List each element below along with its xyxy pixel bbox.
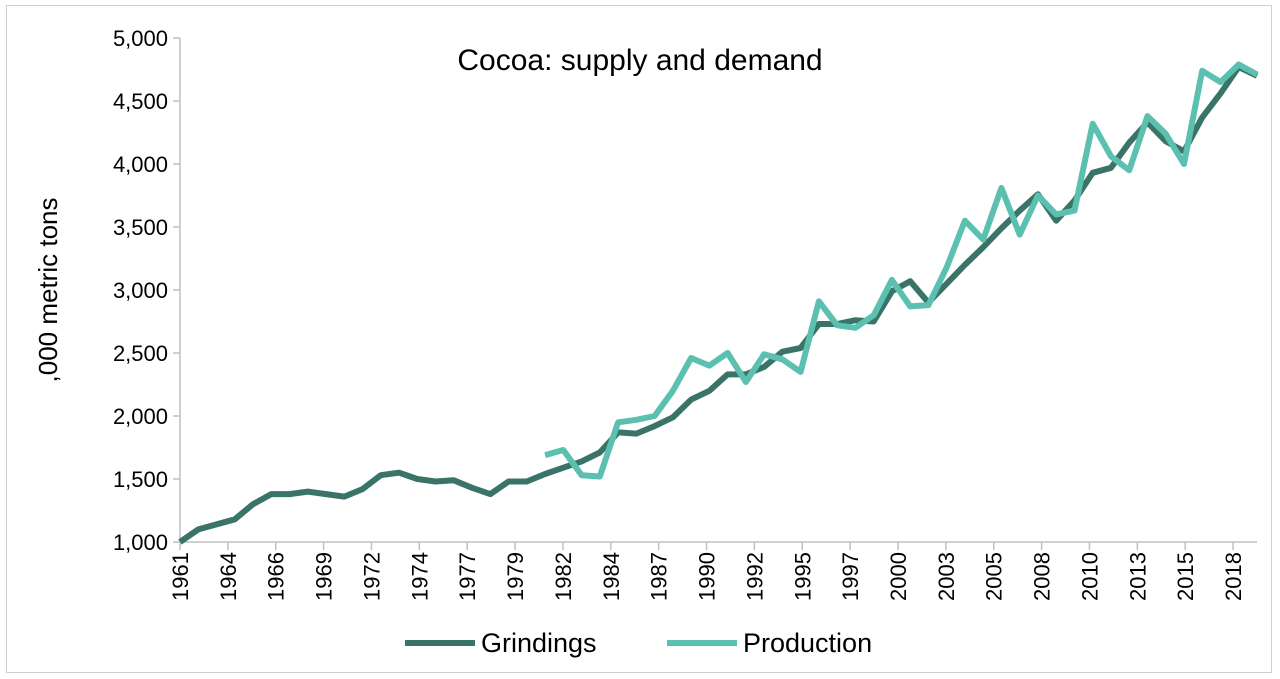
x-axis: 1961 1964 1966 1969 1972 1974 1977 1979 1982 1984… — [168, 541, 1257, 601]
x-tick-label: 1972 — [359, 552, 384, 601]
legend: Grindings Production — [405, 628, 872, 658]
x-tick-label: 1979 — [503, 552, 528, 601]
x-tick-label: 1964 — [216, 552, 241, 601]
y-axis-label: ,000 metric tons — [33, 198, 63, 383]
y-tick-label: 4,000 — [113, 152, 168, 177]
x-tick-label: 1966 — [264, 552, 289, 601]
legend-label-grindings: Grindings — [481, 628, 597, 658]
x-tick-label: 2013 — [1125, 552, 1150, 601]
x-tick-label: 1974 — [407, 552, 432, 601]
y-tick-label: 2,000 — [113, 404, 168, 429]
x-tick-label: 2000 — [886, 552, 911, 601]
x-tick-label: 1961 — [168, 552, 193, 601]
y-tick-label: 1,500 — [113, 467, 168, 492]
series-line-production — [544, 61, 1259, 480]
series-line-grindings — [178, 64, 1259, 545]
x-tick-label: 2018 — [1221, 552, 1246, 601]
chart-frame — [6, 5, 1272, 673]
chart-title: Cocoa: supply and demand — [457, 44, 822, 77]
x-tick-label: 1995 — [790, 552, 815, 601]
x-tick-label: 2005 — [982, 552, 1007, 601]
x-tick-label: 1977 — [455, 552, 480, 601]
y-tick-label: 1,000 — [113, 530, 168, 555]
x-tick-label: 2015 — [1173, 552, 1198, 601]
y-tick-label: 3,000 — [113, 278, 168, 303]
y-tick-label: 4,500 — [113, 89, 168, 114]
x-tick-label: 1987 — [647, 552, 672, 601]
x-tick-label: 1982 — [551, 552, 576, 601]
y-tick-label: 5,000 — [113, 26, 168, 51]
x-tick-label: 1990 — [695, 552, 720, 601]
legend-label-production: Production — [743, 628, 872, 658]
y-axis: 1,000 1,500 2,000 2,500 3,000 3,500 4,000 4,500… — [113, 26, 181, 555]
series-layer — [178, 61, 1259, 545]
x-tick-label: 1997 — [838, 552, 863, 601]
y-tick-label: 3,500 — [113, 215, 168, 240]
y-tick-label: 2,500 — [113, 341, 168, 366]
x-tick-label: 2003 — [934, 552, 959, 601]
x-tick-label: 1969 — [312, 552, 337, 601]
x-tick-label: 2008 — [1030, 552, 1055, 601]
x-tick-label: 2010 — [1077, 552, 1102, 601]
x-tick-label: 1984 — [599, 552, 624, 601]
x-tick-label: 1992 — [742, 552, 767, 601]
